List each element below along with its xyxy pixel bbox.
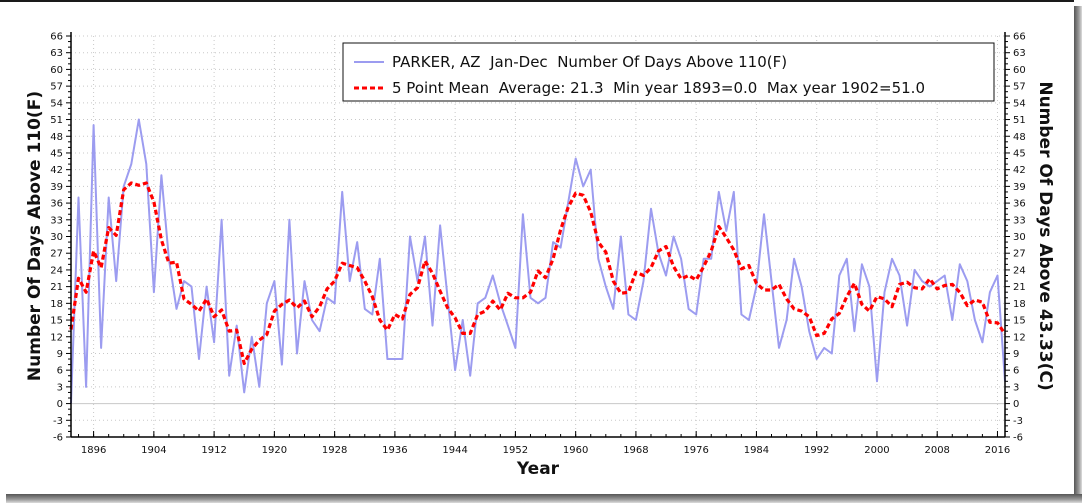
x-axis-title: Year [516, 459, 560, 479]
y-tick-label-right: 27 [1013, 249, 1026, 260]
y-tick-label-left: 9 [57, 349, 63, 360]
x-tick-label: 1976 [683, 445, 708, 456]
legend-label-mean: 5 Point Mean Average: 21.3 Min year 1893… [392, 79, 925, 97]
legend-label-raw: PARKER, AZ Jan-Dec Number Of Days Above … [392, 53, 787, 71]
y-tick-label-left: 33 [50, 215, 63, 226]
y-tick-label-left: 60 [50, 65, 63, 76]
x-tick-label: 1920 [262, 445, 287, 456]
y-tick-label-left: -3 [53, 416, 63, 427]
y-axis-title-left: Number Of Days Above 110(F) [25, 91, 45, 381]
y-tick-label-left: 15 [50, 316, 63, 327]
x-tick-label: 1960 [563, 445, 588, 456]
series-mean-line [69, 181, 1007, 366]
window-shadow-bottom [6, 494, 1082, 503]
x-tick-label: 2016 [985, 445, 1010, 456]
x-tick-label: 1912 [201, 445, 226, 456]
y-tick-label-left: 30 [50, 232, 63, 243]
x-tick-label: 1984 [744, 445, 769, 456]
y-tick-label-left: 3 [57, 382, 63, 393]
y-tick-label-right: 21 [1013, 282, 1026, 293]
y-tick-label-right: 0 [1013, 399, 1019, 410]
x-tick-label: 1904 [141, 445, 166, 456]
y-tick-label-left: 36 [50, 199, 63, 210]
y-tick-label-right: 66 [1013, 32, 1026, 43]
y-tick-label-right: 3 [1013, 382, 1019, 393]
y-tick-label-left: 12 [50, 332, 63, 343]
x-tick-label: 1944 [442, 445, 467, 456]
y-tick-label-right: 12 [1013, 332, 1026, 343]
y-tick-label-right: 45 [1013, 148, 1026, 159]
y-tick-label-right: 42 [1013, 165, 1026, 176]
x-tick-label: 2008 [924, 445, 949, 456]
y-tick-label-right: 48 [1013, 132, 1026, 143]
y-tick-label-left: 63 [50, 48, 63, 59]
x-tick-label: 1896 [81, 445, 106, 456]
x-tick-label: 1968 [623, 445, 648, 456]
legend-box [342, 42, 995, 102]
y-tick-label-right: 60 [1013, 65, 1026, 76]
axes [66, 32, 1010, 438]
y-tick-labels-left: -6-3036912151821242730333639424548515457… [50, 32, 63, 444]
y-tick-label-right: 36 [1013, 199, 1026, 210]
grid [71, 35, 1005, 438]
y-tick-label-left: 18 [50, 299, 63, 310]
y-tick-label-right: 30 [1013, 232, 1026, 243]
y-tick-label-left: 39 [50, 182, 63, 193]
legend: PARKER, AZ Jan-Dec Number Of Days Above … [342, 42, 995, 102]
y-tick-label-left: 21 [50, 282, 63, 293]
x-tick-label: 1928 [322, 445, 347, 456]
y-tick-label-right: 24 [1013, 265, 1026, 276]
x-tick-label: 1952 [503, 445, 528, 456]
y-tick-label-left: 6 [57, 366, 63, 377]
y-tick-label-right: 9 [1013, 349, 1019, 360]
y-tick-labels-right: -6-3036912151821242730333639424548515457… [1013, 32, 1026, 444]
y-tick-label-left: 57 [50, 82, 63, 93]
y-tick-label-right: 15 [1013, 316, 1026, 327]
y-tick-label-left: 24 [50, 265, 63, 276]
y-tick-label-left: 0 [57, 399, 63, 410]
y-tick-label-right: 63 [1013, 48, 1026, 59]
y-tick-label-right: 18 [1013, 299, 1026, 310]
y-tick-label-right: 51 [1013, 115, 1026, 126]
x-tick-labels: 1896 1904 1912 1920 1928 1936 1944 1952 1960 1968… [81, 445, 1010, 456]
y-tick-label-right: 33 [1013, 215, 1026, 226]
y-tick-label-right: -6 [1013, 433, 1023, 444]
y-tick-label-left: -6 [53, 433, 63, 444]
y-tick-label-left: 42 [50, 165, 63, 176]
series-raw-line [70, 118, 1006, 404]
y-axis-title-right: Number Of Days Above 43.33(C) [1035, 81, 1055, 390]
window-shadow-right [1074, 6, 1082, 503]
y-tick-label-left: 54 [50, 98, 63, 109]
y-tick-label-right: 57 [1013, 82, 1026, 93]
y-tick-label-right: 6 [1013, 366, 1019, 377]
x-tick-label: 1936 [382, 445, 407, 456]
y-tick-label-left: 48 [50, 132, 63, 143]
y-tick-label-left: 66 [50, 32, 63, 43]
y-tick-label-left: 45 [50, 148, 63, 159]
x-tick-label: 1992 [804, 445, 829, 456]
x-tick-label: 2000 [864, 445, 889, 456]
y-tick-label-right: -3 [1013, 416, 1023, 427]
y-tick-label-left: 27 [50, 249, 63, 260]
y-tick-label-right: 54 [1013, 98, 1026, 109]
series-layer [69, 118, 1007, 404]
y-tick-label-left: 51 [50, 115, 63, 126]
y-tick-label-right: 39 [1013, 182, 1026, 193]
